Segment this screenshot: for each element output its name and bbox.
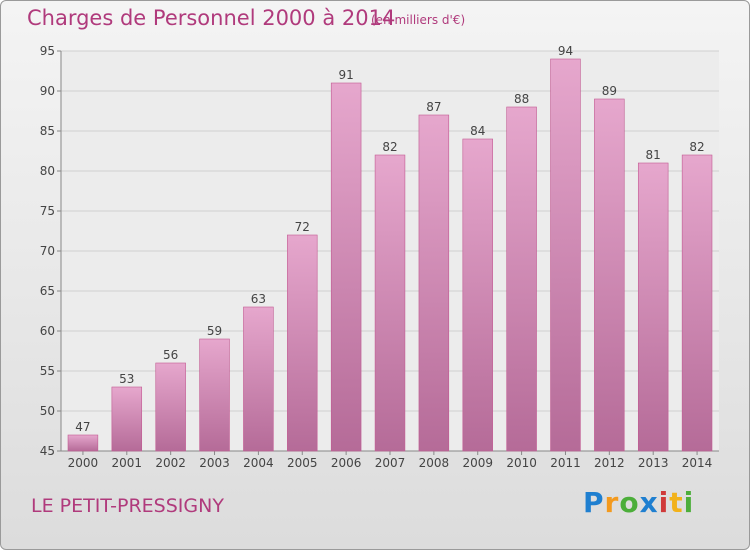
value-label-2000: 47 [75, 420, 90, 434]
y-tick-label: 60 [40, 324, 55, 338]
value-label-2002: 56 [163, 348, 178, 362]
proxiti-logo[interactable]: Proxiti [583, 486, 695, 519]
value-label-2009: 84 [470, 124, 485, 138]
bar-2007 [374, 154, 406, 452]
bar-2004 [243, 306, 274, 452]
value-label-2010: 88 [514, 92, 529, 106]
y-tick-label: 45 [40, 444, 55, 458]
value-label-2001: 53 [119, 372, 134, 386]
value-label-2006: 91 [338, 68, 353, 82]
chart-title: Charges de Personnel 2000 à 2014 [27, 6, 396, 30]
bar-2006 [330, 82, 362, 452]
x-tick-label-2000: 2000 [68, 456, 99, 470]
y-tick-label: 80 [40, 164, 55, 178]
y-tick-label: 85 [40, 124, 55, 138]
chart-subtitle: (en milliers d'€) [371, 13, 466, 27]
value-label-2007: 82 [382, 140, 397, 154]
x-tick-label-2007: 2007 [375, 456, 406, 470]
bar-2014 [681, 154, 713, 452]
bar-2000 [67, 434, 99, 452]
label-layer: 47 2000 53 2001 56 2002 59 2003 63 2004 72 2005 91 20… [68, 44, 713, 470]
x-tick-label-2009: 2009 [462, 456, 493, 470]
x-tick-label-2014: 2014 [682, 456, 713, 470]
bar-2009 [462, 138, 493, 452]
x-tick-label-2013: 2013 [638, 456, 669, 470]
x-tick-label-2010: 2010 [506, 456, 537, 470]
x-tick-label-2008: 2008 [419, 456, 450, 470]
y-tick-label: 65 [40, 284, 55, 298]
value-label-2008: 87 [426, 100, 441, 114]
bar-2011 [550, 58, 581, 452]
x-tick-label-2004: 2004 [243, 456, 274, 470]
x-tick-label-2003: 2003 [199, 456, 230, 470]
y-tick-label: 70 [40, 244, 55, 258]
y-tick-label: 90 [40, 84, 55, 98]
x-tick-label-2006: 2006 [331, 456, 362, 470]
y-tick-label: 75 [40, 204, 55, 218]
bar-layer [67, 58, 713, 452]
y-tick-label: 50 [40, 404, 55, 418]
x-tick-label-2005: 2005 [287, 456, 318, 470]
value-label-2012: 89 [602, 84, 617, 98]
value-label-2005: 72 [295, 220, 310, 234]
value-label-2013: 81 [646, 148, 661, 162]
bar-2003 [199, 338, 230, 452]
value-label-2014: 82 [689, 140, 704, 154]
y-tick-label: 95 [40, 44, 55, 58]
value-label-2011: 94 [558, 44, 573, 58]
town-name: LE PETIT-PRESSIGNY [31, 495, 224, 517]
bar-2010 [506, 106, 537, 452]
x-tick-label-2001: 2001 [112, 456, 143, 470]
bar-2001 [111, 386, 143, 452]
x-tick-label-2002: 2002 [155, 456, 186, 470]
bar-2008 [418, 114, 450, 452]
bar-2012 [594, 98, 625, 452]
x-tick-label-2011: 2011 [550, 456, 581, 470]
value-label-2004: 63 [251, 292, 266, 306]
bar-2005 [287, 234, 318, 452]
value-label-2003: 59 [207, 324, 222, 338]
y-tick-label: 55 [40, 364, 55, 378]
x-tick-label-2012: 2012 [594, 456, 625, 470]
bar-2013 [637, 162, 669, 452]
bar-2002 [155, 362, 186, 452]
